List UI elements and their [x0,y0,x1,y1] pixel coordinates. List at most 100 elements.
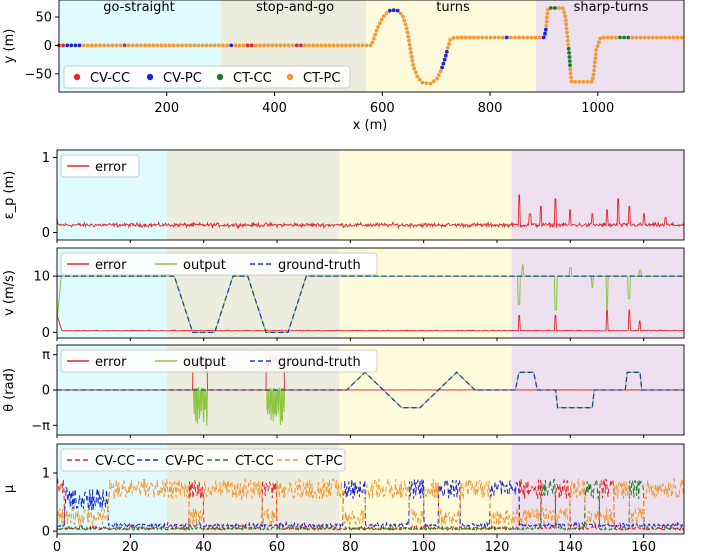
heading-y-tick-label: −π [31,419,50,434]
trajectory-point [299,43,303,48]
trajectory-point [411,62,415,67]
trajectory-point [592,68,596,73]
mu-y-label: μ [2,485,17,493]
trajectory-point [335,43,340,48]
heading-series-ground-truth [57,371,684,409]
trajectory-point [356,43,361,48]
trajectory-point [188,43,193,48]
trajectory-point [655,35,659,40]
velocity-data [56,264,685,334]
trajectory-point [567,51,571,55]
trajectory-point [387,8,392,13]
trajectory-point [167,43,172,48]
trajectory-point [139,43,143,48]
trajectory-point [428,81,433,86]
trajectory-point [446,45,450,50]
velocity-y-tick-label: 0 [42,326,50,341]
error-data [56,194,685,230]
trajectory-point [440,65,444,70]
trajectory-point [404,26,409,31]
trajectory-point [126,43,131,48]
trajectory-point [442,57,447,62]
trajectory-point [102,43,106,48]
legend-marker-ct-pc [286,73,294,81]
trajectory-point [435,76,439,81]
trajectory-point [544,23,549,28]
trajectory-point [410,58,415,63]
trajectory-x-tick-label: 200 [154,101,179,116]
trajectory-phase-region [366,0,536,92]
trajectory-point [171,43,176,48]
trajectory-point [163,43,168,48]
heading-legend-label-ground-truth: ground-truth [278,355,361,370]
trajectory-phase-region [535,0,684,92]
legend-marker-ct-cc [216,73,224,81]
trajectory-point [151,43,156,48]
trajectory-point [307,43,311,48]
trajectory-point [565,30,569,35]
trajectory-point [77,43,82,48]
trajectory-point [463,35,468,40]
trajectory-point [614,35,618,40]
error-legend-label-error: error [95,160,127,175]
trajectory-point [563,14,568,19]
trajectory-point [196,43,201,48]
error-y-tick-label: 0 [42,226,50,241]
trajectory-point [568,63,572,68]
trajectory-point [340,43,344,48]
trajectory-point [566,38,570,43]
trajectory-point [544,19,549,24]
trajectory-point [545,11,550,16]
legend-marker-cv-cc [73,73,81,81]
trajectory-point [403,22,408,27]
trajectory-point [546,7,550,12]
trajectory-point [408,46,413,51]
trajectory-point [593,56,598,61]
heading-legend: error output ground-truth [60,349,378,373]
trajectory-point [573,79,578,84]
trajectory-point [622,35,626,40]
trajectory-point [352,43,357,48]
trajectory-point [594,48,599,52]
trajectory-point [585,79,590,84]
trajectory-point [504,35,509,40]
trajectory-point [592,64,597,69]
trajectory-point [360,43,365,48]
trajectory-point [73,43,78,48]
heading-y-label: θ (rad) [2,368,17,412]
trajectory-point [533,35,538,40]
trajectory-point [541,35,546,40]
trajectory-point [327,43,332,48]
trajectory-point [646,35,651,40]
mu-y-tick-label: 1 [42,467,50,482]
trajectory-point [565,34,570,39]
mu-x-tick-label: 140 [558,540,583,554]
error-phase-region [339,150,512,240]
mu-series-cv-pc [56,478,685,529]
trajectory-point [517,35,521,40]
velocity-legend-box [60,252,378,276]
trajectory-point [405,30,410,35]
trajectory-point [94,43,98,48]
trajectory-point [274,43,279,48]
trajectory-point [679,35,684,40]
trajectory-point [130,43,135,48]
trajectory-point [319,43,324,48]
trajectory-point [379,17,384,22]
trajectory-point [409,54,414,59]
velocity-legend: error output ground-truth [60,252,378,276]
trajectory-point [561,6,565,11]
trajectory-point [447,42,451,46]
trajectory-point [513,35,517,40]
trajectory-point [568,67,573,72]
heading-y-tick-label: π [42,348,50,363]
trajectory-point [303,43,307,48]
trajectory-point [315,43,320,48]
trajectory-point [468,35,472,40]
trajectory-point [581,79,586,84]
velocity-series-error [56,309,684,332]
trajectory-point [401,14,405,19]
trajectory-point [545,15,549,20]
trajectory-point [237,43,242,48]
mu-phase-region [339,444,512,534]
